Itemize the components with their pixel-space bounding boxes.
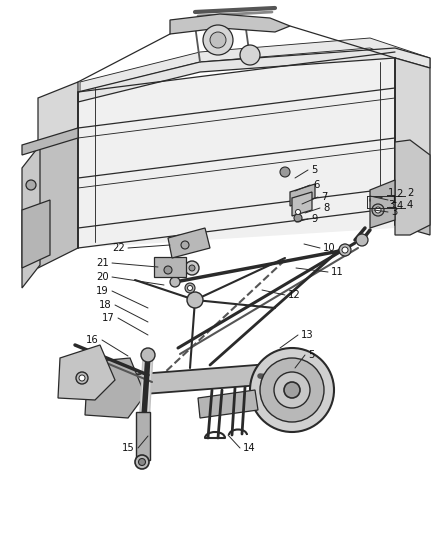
Text: 22: 22	[112, 243, 125, 253]
Text: 1: 1	[388, 188, 394, 198]
Polygon shape	[290, 184, 315, 206]
Circle shape	[185, 261, 199, 275]
Text: 4: 4	[397, 201, 403, 211]
Text: 3: 3	[388, 200, 394, 210]
Circle shape	[26, 243, 36, 253]
Circle shape	[210, 32, 226, 48]
Text: 8: 8	[323, 203, 329, 213]
Circle shape	[372, 204, 384, 216]
Polygon shape	[22, 200, 50, 268]
Polygon shape	[22, 128, 78, 155]
Circle shape	[141, 348, 155, 362]
Circle shape	[138, 458, 145, 465]
Polygon shape	[170, 14, 290, 34]
Text: 3: 3	[391, 207, 397, 217]
Circle shape	[296, 209, 300, 214]
Polygon shape	[22, 145, 40, 288]
Polygon shape	[198, 390, 258, 418]
Circle shape	[203, 25, 233, 55]
Polygon shape	[168, 228, 210, 258]
Text: 9: 9	[311, 214, 318, 224]
Polygon shape	[370, 180, 395, 228]
Text: 13: 13	[301, 330, 314, 340]
Circle shape	[294, 214, 302, 222]
Text: 2: 2	[407, 188, 413, 198]
Text: 5: 5	[311, 165, 318, 175]
Circle shape	[356, 234, 368, 246]
Text: 1: 1	[391, 195, 397, 205]
Circle shape	[79, 375, 85, 381]
Circle shape	[250, 348, 334, 432]
Text: 12: 12	[288, 290, 301, 300]
Text: 16: 16	[86, 335, 99, 345]
Polygon shape	[395, 190, 430, 235]
Polygon shape	[58, 345, 115, 400]
Circle shape	[26, 180, 36, 190]
Circle shape	[164, 266, 172, 274]
Circle shape	[339, 244, 351, 256]
Circle shape	[26, 210, 36, 220]
Circle shape	[185, 283, 195, 293]
Text: 10: 10	[323, 243, 336, 253]
Text: 5: 5	[308, 350, 314, 360]
Text: 14: 14	[243, 443, 256, 453]
Polygon shape	[85, 358, 145, 418]
Circle shape	[274, 372, 310, 408]
Polygon shape	[78, 48, 430, 102]
Text: 17: 17	[102, 313, 115, 323]
FancyBboxPatch shape	[136, 412, 150, 460]
Circle shape	[240, 45, 260, 65]
Circle shape	[187, 292, 203, 308]
Polygon shape	[395, 140, 430, 235]
Circle shape	[181, 241, 189, 249]
Text: 15: 15	[122, 443, 135, 453]
Circle shape	[189, 265, 195, 271]
Polygon shape	[395, 58, 430, 200]
Polygon shape	[38, 128, 78, 268]
Circle shape	[280, 167, 290, 177]
Polygon shape	[38, 82, 78, 148]
Text: 7: 7	[321, 192, 327, 202]
Circle shape	[284, 382, 300, 398]
Text: 18: 18	[99, 300, 112, 310]
Text: 20: 20	[96, 272, 109, 282]
Text: 4: 4	[407, 200, 413, 210]
Polygon shape	[78, 52, 395, 248]
Text: 6: 6	[313, 180, 319, 190]
Circle shape	[375, 207, 381, 213]
Circle shape	[342, 247, 348, 253]
Text: 2: 2	[397, 189, 403, 199]
Polygon shape	[292, 192, 312, 216]
Circle shape	[187, 286, 192, 290]
Text: 11: 11	[331, 267, 344, 277]
FancyBboxPatch shape	[154, 257, 186, 277]
Text: 19: 19	[96, 286, 109, 296]
Polygon shape	[88, 362, 300, 398]
Text: 21: 21	[96, 258, 109, 268]
Circle shape	[260, 358, 324, 422]
Polygon shape	[80, 38, 430, 92]
Circle shape	[135, 455, 149, 469]
Circle shape	[170, 277, 180, 287]
Circle shape	[76, 372, 88, 384]
